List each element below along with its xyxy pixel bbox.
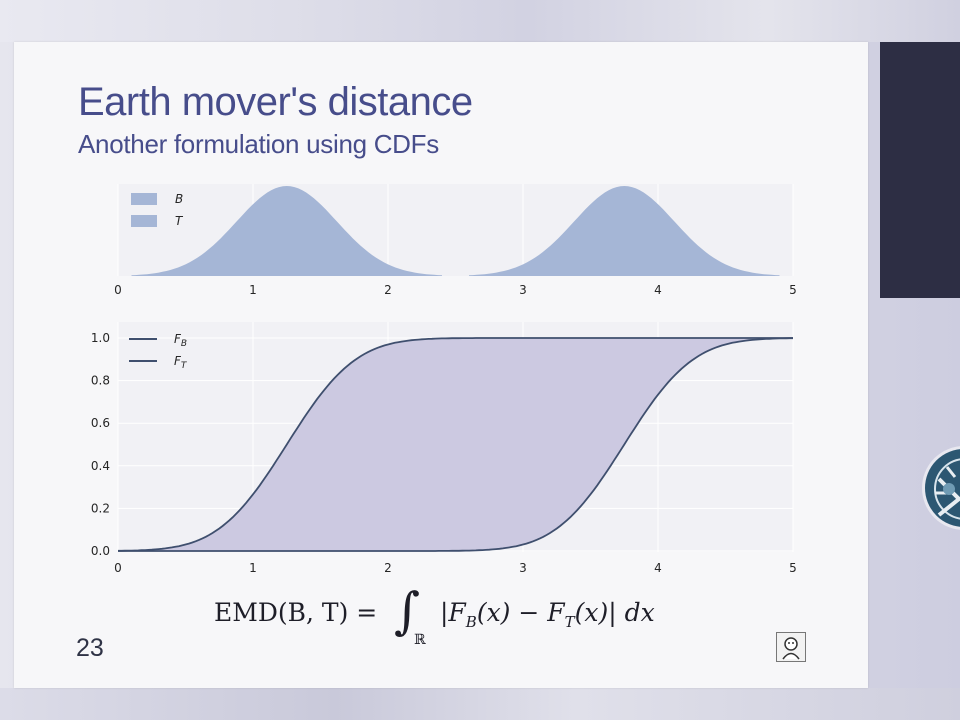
histogram-x-tick-label: 2 (384, 283, 392, 297)
background-bottom-strip (0, 688, 960, 720)
histogram-legend: B T (131, 192, 184, 228)
cdf-x-tick-label: 5 (789, 561, 797, 575)
histogram-x-tick-label: 0 (114, 283, 122, 297)
histogram-x-tick-label: 5 (789, 283, 797, 297)
histogram-area-b (131, 186, 442, 276)
histogram-x-tick-label: 3 (519, 283, 527, 297)
formula-sub-t: T (564, 613, 575, 631)
cdf-x-tick-label: 4 (654, 561, 662, 575)
formula-rhs-mid: (x) − F (476, 598, 565, 627)
legend-label-t: T (175, 214, 184, 228)
legend-swatch-t (131, 215, 157, 227)
cdf-lines (118, 337, 793, 552)
histogram-area-t (469, 186, 780, 276)
cdf-legend: FB FT (129, 332, 188, 371)
cdf-x-tick-label: 3 (519, 561, 527, 575)
slide-title: Earth mover's distance (78, 80, 473, 124)
integral-symbol: ∫ (394, 582, 421, 640)
legend-label-fb: FB (174, 332, 187, 349)
formula-lhs: EMD(B, T) = (214, 598, 378, 627)
slide-number: 23 (76, 634, 104, 662)
cdf-y-tick-label: 0.0 (91, 544, 110, 558)
cdf-y-tick-label: 1.0 (91, 331, 110, 345)
right-dark-panel (880, 42, 960, 298)
slide-subtitle: Another formulation using CDFs (78, 129, 439, 159)
histogram-x-tick-label: 4 (654, 283, 662, 297)
cdf-y-tick-label: 0.4 (91, 459, 110, 473)
cdf-line-fb (118, 337, 793, 552)
histogram-chart: 0 1 2 3 4 5 B T (114, 184, 797, 297)
cdf-fill-between (118, 338, 793, 551)
legend-swatch-b (131, 193, 157, 205)
formula-rhs-close: (x)| dx (574, 598, 655, 627)
legend-label-b: B (175, 192, 183, 206)
cdf-line-ft (118, 337, 793, 552)
cdf-y-ticks: 0.0 0.2 0.4 0.6 0.8 1.0 (91, 331, 110, 558)
histogram-x-ticks: 0 1 2 3 4 5 (114, 283, 797, 297)
formula-rhs: |FB(x) − FT(x)| dx (440, 598, 655, 631)
cdf-x-ticks: 0 1 2 3 4 5 (114, 561, 797, 575)
formula-rhs-open: |F (440, 598, 466, 627)
cdf-x-tick-label: 2 (384, 561, 392, 575)
legend-label-ft: FT (174, 354, 188, 371)
cdf-x-tick-label: 0 (114, 561, 122, 575)
cdf-x-tick-label: 1 (249, 561, 257, 575)
cdf-y-tick-label: 0.2 (91, 501, 110, 515)
cdf-y-tick-label: 0.6 (91, 416, 110, 430)
histogram-areas (131, 186, 780, 276)
histogram-x-tick-label: 1 (249, 283, 257, 297)
mascot-logo-icon (776, 632, 806, 662)
background-top-strip (0, 0, 960, 42)
cdf-fill-area (118, 338, 793, 551)
integral-domain: ℝ (414, 632, 426, 648)
cdf-y-tick-label: 0.8 (91, 374, 110, 388)
formula-sub-b: B (465, 613, 477, 631)
cdf-chart: 0 1 2 3 4 5 0.0 0.2 0.4 0.6 0.8 1.0 FB FT (91, 322, 797, 575)
